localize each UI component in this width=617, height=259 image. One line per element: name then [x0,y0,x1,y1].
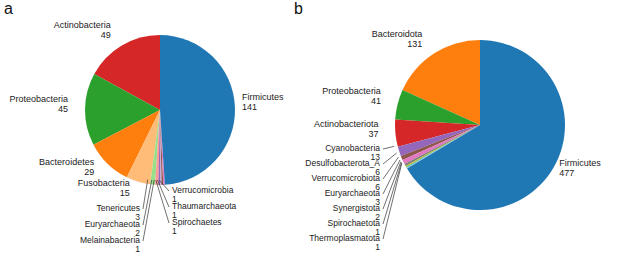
svg-text:Actinobacteria49: Actinobacteria49 [54,20,111,40]
svg-text:Thaumarchaeota1: Thaumarchaeota1 [172,201,237,220]
svg-text:Proteobacteria45: Proteobacteria45 [9,94,68,114]
svg-text:Actinobacteriota37: Actinobacteriota37 [314,119,379,139]
svg-text:Melainabacteria1: Melainabacteria1 [80,235,140,254]
svg-text:Proteobacteria41: Proteobacteria41 [322,86,381,106]
svg-text:Spirochaetes1: Spirochaetes1 [172,217,222,236]
svg-text:Firmicutes477: Firmicutes477 [559,158,601,178]
svg-text:Bacteroidetes29: Bacteroidetes29 [39,157,95,177]
svg-text:Verrucomicrobia1: Verrucomicrobia1 [172,185,234,204]
svg-text:Firmicutes141: Firmicutes141 [242,92,284,112]
svg-text:Fusobacteria15: Fusobacteria15 [78,178,130,198]
svg-text:Thermoplasmatota1: Thermoplasmatota1 [309,233,380,252]
svg-text:Bacteroidota131: Bacteroidota131 [372,29,423,49]
